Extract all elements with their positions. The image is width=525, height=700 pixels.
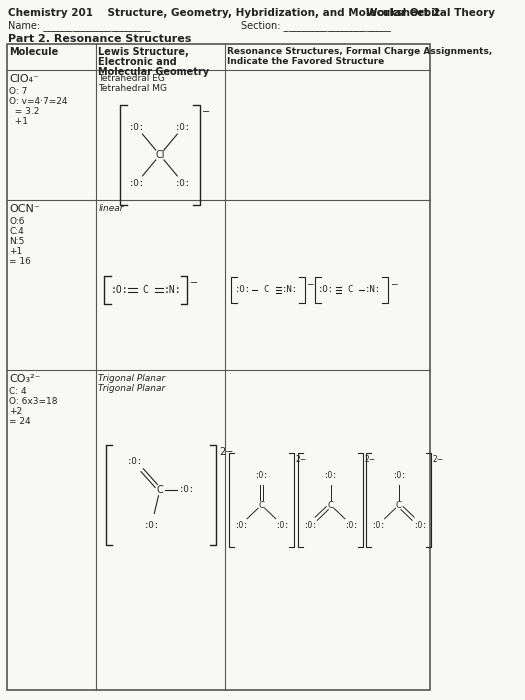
Text: :O:: :O:: [413, 521, 427, 529]
Text: −: −: [202, 107, 211, 117]
Text: :O:: :O:: [129, 122, 144, 132]
Text: C: C: [264, 286, 269, 295]
Text: O: 7: O: 7: [9, 87, 27, 96]
Text: Worksheet 2: Worksheet 2: [366, 8, 440, 18]
Text: :O:: :O:: [129, 178, 144, 188]
Text: Name: ______________________: Name: ______________________: [8, 20, 151, 31]
Text: Resonance Structures, Formal Charge Assignments,: Resonance Structures, Formal Charge Assi…: [227, 47, 492, 56]
Text: C: C: [258, 500, 265, 510]
Text: Molecular Geometry: Molecular Geometry: [98, 67, 209, 77]
Text: Part 2. Resonance Structures: Part 2. Resonance Structures: [8, 34, 192, 44]
Text: 2−: 2−: [433, 455, 444, 464]
Text: :N:: :N:: [164, 285, 181, 295]
Text: Trigonal Planar: Trigonal Planar: [98, 384, 165, 393]
Text: Lewis Structure,: Lewis Structure,: [98, 47, 189, 57]
Text: Chemistry 201    Structure, Geometry, Hybridization, and Molecular Orbital Theor: Chemistry 201 Structure, Geometry, Hybri…: [8, 8, 495, 18]
Text: Trigonal Planar: Trigonal Planar: [98, 374, 165, 383]
Text: C: C: [143, 285, 149, 295]
Text: C: C: [328, 500, 333, 510]
Text: :O:: :O:: [323, 470, 338, 480]
Text: C: C: [396, 500, 402, 510]
Text: linear: linear: [98, 204, 124, 213]
Text: O: v=4·7=24: O: v=4·7=24: [9, 97, 68, 106]
Text: :O:: :O:: [143, 521, 160, 529]
Text: :O:: :O:: [175, 122, 191, 132]
Text: :O:: :O:: [235, 286, 251, 295]
Text: = 24: = 24: [9, 417, 31, 426]
Text: −: −: [190, 278, 198, 288]
Text: 2−: 2−: [365, 455, 376, 464]
Text: Indicate the Favored Structure: Indicate the Favored Structure: [227, 57, 384, 66]
Text: +2: +2: [9, 407, 22, 416]
Text: −: −: [390, 279, 397, 288]
Text: −: −: [307, 279, 314, 288]
Text: :O:: :O:: [318, 286, 334, 295]
Text: :O:: :O:: [303, 521, 317, 529]
Text: +1: +1: [9, 117, 28, 126]
Text: :N:: :N:: [282, 286, 298, 295]
Text: ClO₄⁻: ClO₄⁻: [9, 74, 39, 84]
Text: :O:: :O:: [371, 521, 385, 529]
Text: +1: +1: [9, 247, 23, 256]
Text: :O:: :O:: [110, 285, 128, 295]
Text: :O:: :O:: [178, 486, 195, 494]
Text: C: 4: C: 4: [9, 387, 27, 396]
Text: Cl: Cl: [155, 150, 165, 160]
Text: C:4: C:4: [9, 227, 24, 236]
Text: :O:: :O:: [392, 470, 406, 480]
Text: Section: ______________________: Section: ______________________: [242, 20, 391, 31]
Text: Tetrahedral MG: Tetrahedral MG: [98, 84, 167, 93]
Text: :O:: :O:: [255, 470, 268, 480]
Text: OCN⁻: OCN⁻: [9, 204, 40, 214]
Text: :O:: :O:: [175, 178, 191, 188]
Text: O: 6x3=18: O: 6x3=18: [9, 397, 58, 406]
Text: :N:: :N:: [365, 286, 381, 295]
Text: :O:: :O:: [344, 521, 358, 529]
Text: C: C: [156, 485, 163, 495]
Text: 2−: 2−: [219, 447, 233, 457]
Text: = 3.2: = 3.2: [9, 107, 39, 116]
Text: :O:: :O:: [275, 521, 289, 529]
Text: O:6: O:6: [9, 217, 25, 226]
Text: Tetrahedral EG: Tetrahedral EG: [98, 74, 165, 83]
Text: :O:: :O:: [127, 458, 143, 466]
Text: 2−: 2−: [296, 455, 307, 464]
Text: Molecule: Molecule: [9, 47, 58, 57]
Text: C: C: [347, 286, 352, 295]
Text: Electronic and: Electronic and: [98, 57, 177, 67]
Text: N:5: N:5: [9, 237, 25, 246]
Text: = 16: = 16: [9, 257, 31, 266]
Text: :O:: :O:: [234, 521, 248, 529]
Text: CO₃²⁻: CO₃²⁻: [9, 374, 40, 384]
